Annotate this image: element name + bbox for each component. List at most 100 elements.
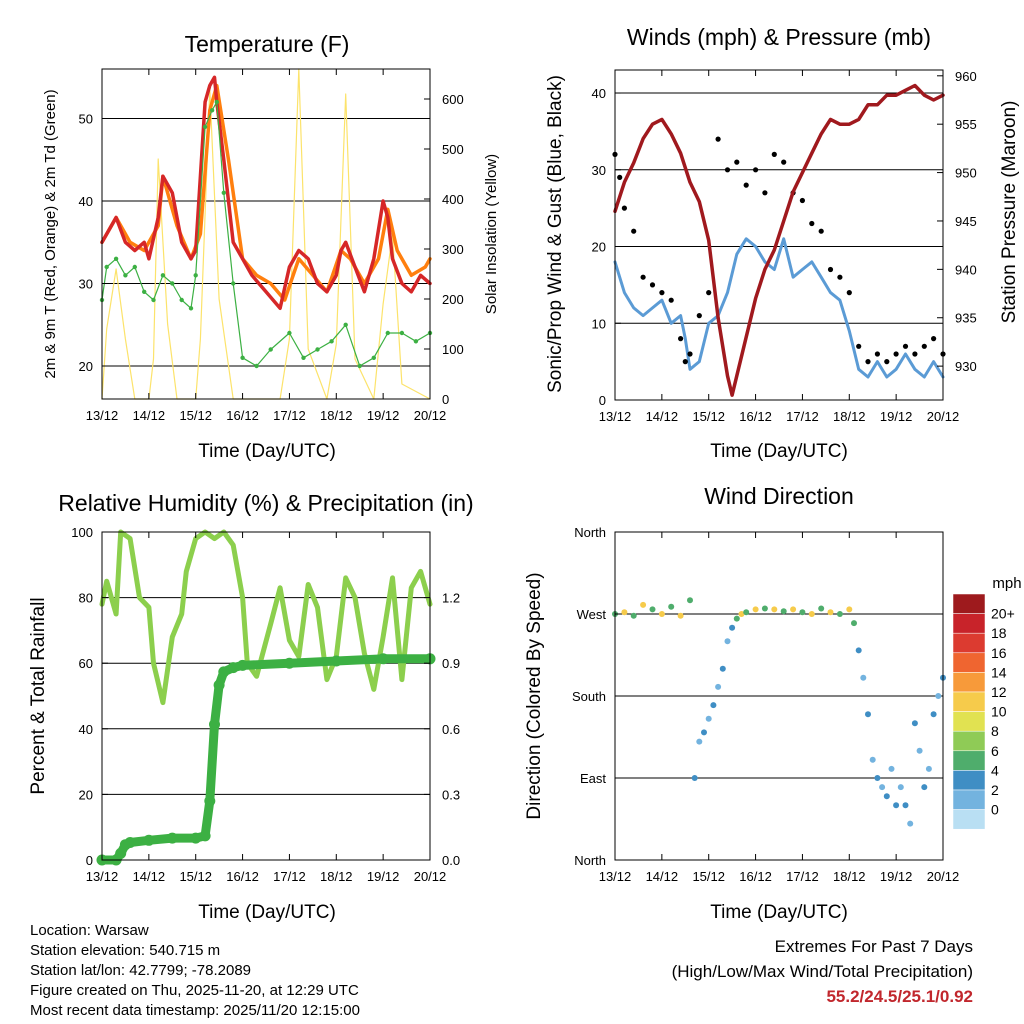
direction-point — [818, 605, 825, 612]
winds-gridlines — [615, 92, 943, 324]
direction-point — [921, 784, 928, 791]
direction-point — [733, 615, 740, 622]
x-tick-label: 16/12 — [226, 408, 259, 423]
x-tick-label: 14/12 — [646, 869, 679, 884]
direction-point — [925, 765, 932, 772]
y2-tick-label: 0.6 — [442, 722, 460, 737]
y2-tick-label: 935 — [955, 311, 977, 326]
x-tick-label: 19/12 — [880, 869, 913, 884]
wind-gust-point — [743, 182, 749, 188]
y2-tick-label: 0.9 — [442, 656, 460, 671]
wind-gust-point — [865, 359, 871, 365]
wind-gust-point — [931, 336, 937, 342]
x-tick-label: 14/12 — [133, 869, 166, 884]
rainfall-line — [97, 654, 435, 865]
legend-swatch — [952, 770, 986, 791]
direction-point — [888, 765, 895, 772]
legend-label: 12 — [991, 684, 1007, 700]
x-tick-label: 17/12 — [273, 869, 306, 884]
wind-gust-point — [631, 228, 637, 234]
y2-tick-label: 945 — [955, 214, 977, 229]
y2-tick-label: 300 — [442, 242, 464, 257]
direction-point — [935, 693, 942, 699]
direction-point — [893, 802, 900, 809]
x-tick-label: 14/12 — [133, 408, 166, 423]
wind-speed-line — [613, 237, 945, 379]
wind-gust-point — [724, 167, 731, 173]
extremes-subtitle: (High/Low/Max Wind/Total Precipitation) — [671, 962, 973, 981]
direction-point — [649, 606, 656, 613]
station-latlon: Station lat/lon: 42.7799; -78.2089 — [30, 962, 252, 979]
direction-point — [897, 784, 904, 791]
direction-point — [630, 612, 637, 619]
direction-point — [879, 784, 886, 791]
direction-series — [612, 597, 946, 827]
x-tick-label: 17/12 — [786, 409, 819, 424]
direction-point — [874, 775, 881, 781]
direction-point — [668, 603, 675, 610]
wind-gust-point — [921, 343, 927, 349]
direction-point — [865, 711, 871, 718]
direction-point — [724, 638, 731, 645]
legend-swatch — [952, 789, 986, 810]
direction-point — [836, 611, 843, 617]
x-tick-label: 19/12 — [367, 408, 400, 423]
direction-point — [687, 597, 693, 604]
relative-humidity-line — [99, 529, 433, 706]
y-tick-label: 100 — [71, 525, 93, 540]
recent-timestamp: Most recent data timestamp: 2025/11/20 1… — [30, 1002, 360, 1019]
direction-gridlines — [615, 613, 943, 779]
y-tick-label: 20 — [592, 240, 606, 255]
wind-gust-point — [687, 351, 693, 357]
y2-tick-label: 100 — [442, 342, 464, 357]
winds-y2label: Station Pressure (Maroon) — [999, 101, 1020, 324]
direction-point — [658, 611, 665, 617]
winds-panel: Winds (mph) & Pressure (mb) 13/12 14/12 15… — [545, 24, 1020, 462]
humidity-series — [96, 529, 436, 866]
y-tick-label: 40 — [79, 722, 93, 737]
wind-gust-point — [682, 359, 688, 365]
y-tick-label: 0 — [599, 393, 606, 408]
station-info: Location: Warsaw Station elevation: 540.… — [30, 921, 360, 1021]
y-tick-label: South — [572, 689, 606, 704]
extremes-values: 55.2/24.5/25.1/0.92 — [826, 987, 973, 1006]
y-tick-label: 50 — [79, 112, 93, 127]
wind-gust-point — [753, 167, 759, 173]
x-tick-label: 18/12 — [833, 409, 866, 424]
y2-tick-label: 950 — [955, 166, 977, 181]
y2-tick-label: 955 — [955, 117, 977, 132]
x-tick-label: 20/12 — [414, 869, 447, 884]
direction-point — [705, 715, 712, 722]
legend-swatch — [952, 711, 986, 732]
legend-swatch — [952, 652, 986, 673]
x-tick-label: 19/12 — [880, 409, 913, 424]
direction-point — [827, 609, 834, 616]
direction-point — [738, 611, 745, 617]
winds-series — [612, 83, 946, 397]
x-tick-label: 17/12 — [273, 408, 306, 423]
temperature-xlabel: Time (Day/UTC) — [198, 441, 336, 462]
direction-point — [691, 775, 698, 781]
direction-point — [752, 606, 759, 613]
x-tick-label: 17/12 — [786, 869, 819, 884]
direction-point — [808, 611, 815, 617]
wind-gust-point — [846, 290, 852, 296]
y2-tick-label: 940 — [955, 262, 977, 277]
direction-point — [902, 802, 909, 809]
x-tick-label: 13/12 — [599, 869, 632, 884]
humidity-panel: Relative Humidity (%) & Precipitation (i… — [28, 490, 474, 923]
y-tick-label: 40 — [79, 194, 93, 209]
y2-tick-label: 0.3 — [442, 787, 460, 802]
legend-swatch — [952, 691, 986, 712]
x-tick-label: 13/12 — [86, 869, 119, 884]
wind-gust-point — [678, 336, 684, 342]
y-tick-label: East — [580, 771, 606, 786]
wind-gust-point — [696, 313, 702, 319]
y2-tick-label: 930 — [955, 359, 977, 374]
legend-label: 2 — [991, 782, 999, 798]
direction-panel: Wind Direction 13/12 14/12 15/12 16/12 17/12… — [524, 483, 1022, 923]
x-tick-label: 16/12 — [226, 869, 259, 884]
direction-point — [771, 606, 778, 613]
humidity-title: Relative Humidity (%) & Precipitation (i… — [58, 490, 473, 516]
direction-point — [761, 605, 768, 612]
